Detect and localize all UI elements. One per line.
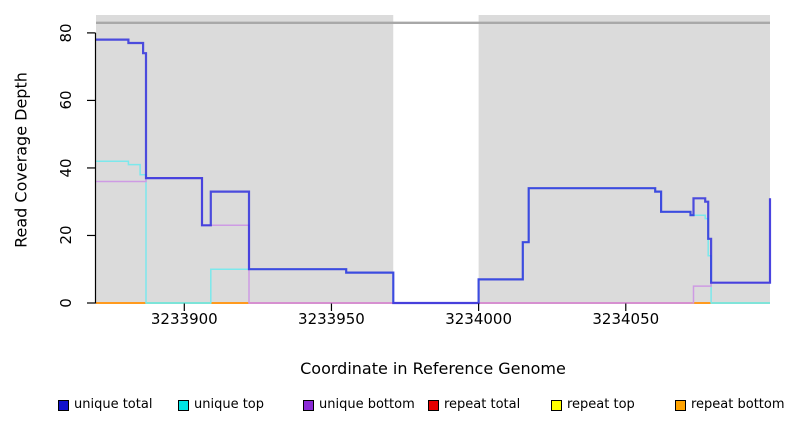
y-tick-label: 40: [57, 158, 75, 178]
x-tick-label: 3234000: [445, 310, 513, 328]
coverage-band: [478, 15, 770, 303]
x-axis-title: Coordinate in Reference Genome: [300, 359, 566, 378]
y-tick-label: 80: [57, 23, 75, 43]
x-tick-label: 3233900: [150, 310, 218, 328]
y-axis-title: Read Coverage Depth: [11, 72, 31, 248]
y-tick-label: 20: [57, 225, 75, 246]
y-tick-label: 0: [57, 298, 75, 308]
series-unique-total: [96, 38, 772, 305]
coverage-band: [96, 15, 394, 303]
x-tick-label: 3234050: [592, 310, 660, 328]
y-tick-label: 60: [57, 90, 75, 110]
x-tick-label: 3233950: [298, 310, 365, 328]
